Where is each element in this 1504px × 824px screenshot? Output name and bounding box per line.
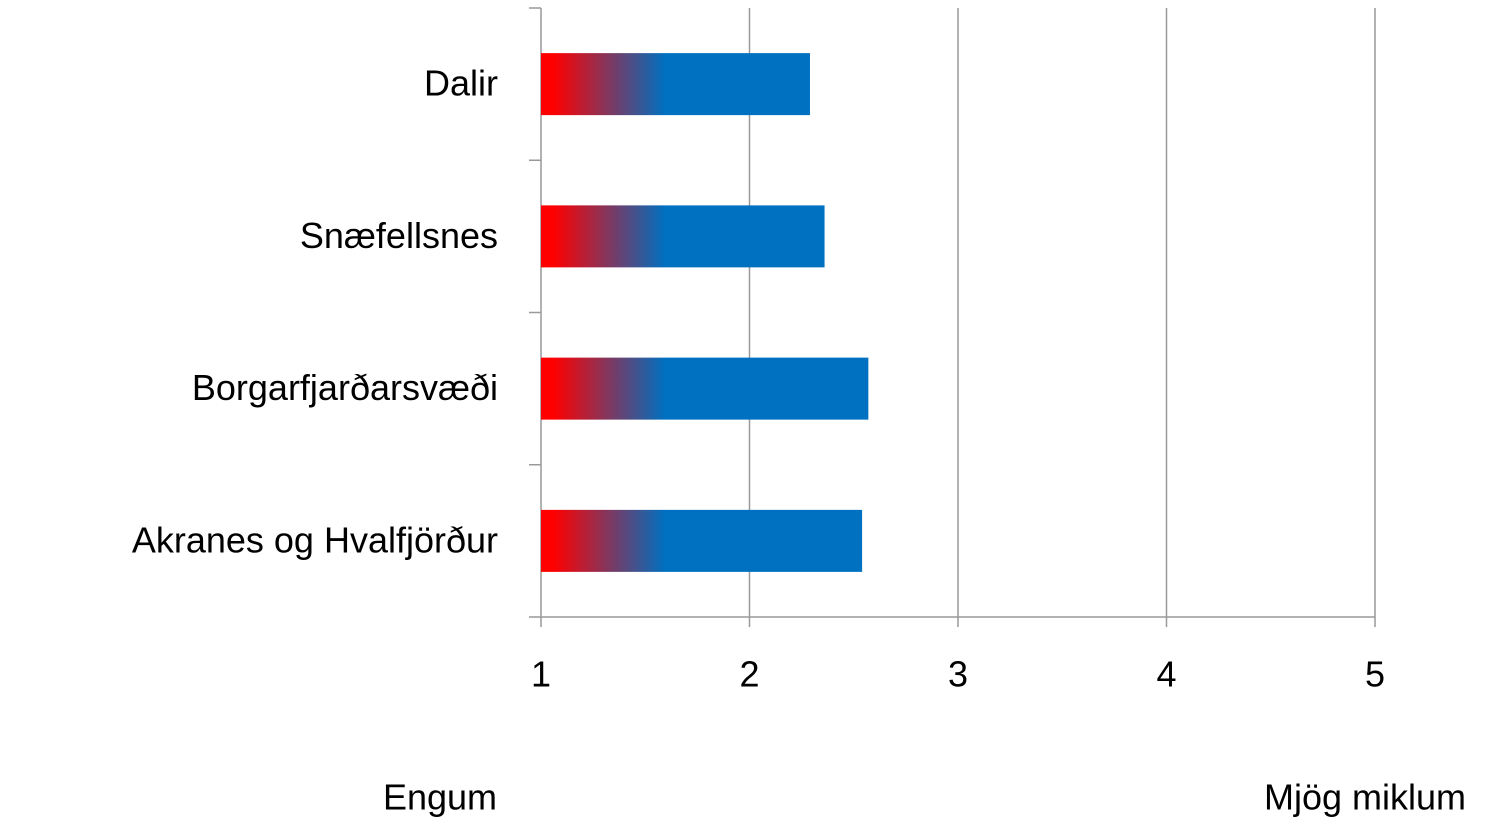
y-tick-label: Akranes og Hvalfjörður [132,519,498,560]
annotation: Engum [383,777,497,818]
y-tick-label: Borgarfjarðarsvæði [192,367,498,408]
x-tick-label: 4 [1156,654,1176,695]
x-tick-label: 3 [948,654,968,695]
x-tick-label: 1 [531,654,551,695]
x-tick-label: 5 [1365,654,1385,695]
bar [541,205,825,268]
annotation: Mjög miklum [1264,777,1466,818]
bar [541,509,863,572]
y-tick-label: Snæfellsnes [300,215,498,256]
bar [541,53,810,116]
bar [541,357,869,420]
x-tick-label: 2 [739,654,759,695]
y-tick-label: Dalir [424,63,498,104]
